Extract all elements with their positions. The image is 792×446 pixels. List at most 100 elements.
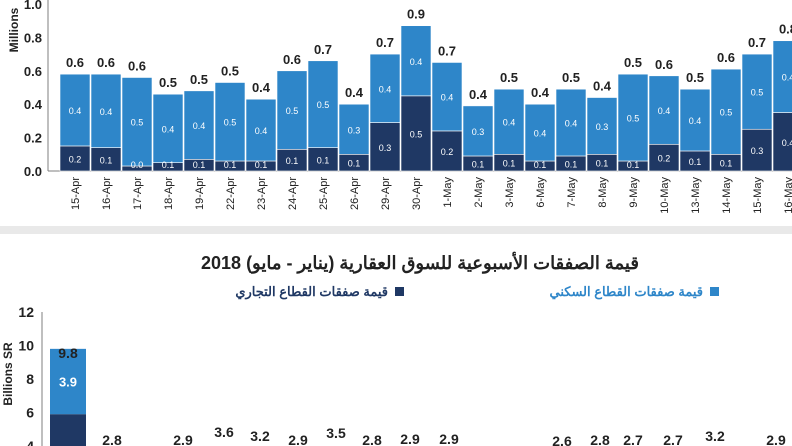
total-value-label: 0.6 [717, 50, 735, 65]
total-value-label: 2.8 [362, 432, 382, 446]
y-tick-label: 1.0 [24, 0, 42, 12]
residential-value-label: 0.5 [627, 114, 640, 124]
y-tick-label: 0.2 [24, 131, 42, 146]
x-tick-label: 24-Apr [287, 177, 299, 210]
x-tick-label: 30-Apr [411, 177, 423, 210]
x-tick-label: 19-Apr [194, 177, 206, 210]
total-value-label: 3.2 [250, 428, 270, 444]
bar-residential [307, 60, 339, 148]
total-value-label: 2.9 [173, 432, 193, 446]
residential-value-label: 0.4 [565, 119, 578, 129]
residential-value-label: 3.9 [59, 375, 77, 390]
x-tick-label: 14-May [721, 177, 733, 214]
x-tick-label: 16-May [783, 177, 792, 214]
x-tick-label: 1-May [442, 177, 454, 208]
total-value-label: 0.7 [748, 35, 766, 50]
commercial-value-label: 0.2 [69, 154, 82, 164]
commercial-value-label: 0.1 [286, 156, 299, 166]
total-value-label: 0.5 [159, 75, 177, 90]
total-value-label: 0.6 [655, 57, 673, 72]
bar-residential [121, 77, 153, 167]
residential-value-label: 0.4 [689, 116, 702, 126]
residential-value-label: 0.4 [410, 57, 423, 67]
y-tick-label: 4 [26, 438, 34, 446]
x-tick-label: 8-May [597, 177, 609, 208]
legend-swatch-commercial [395, 287, 404, 296]
bar-residential [59, 73, 91, 147]
total-value-label: 0.5 [624, 55, 642, 70]
y-tick-label: 0.0 [24, 164, 42, 179]
bar-residential [50, 348, 86, 415]
residential-value-label: 0.4 [100, 107, 113, 117]
commercial-value-label: 0.3 [379, 143, 392, 153]
commercial-value-label: 0.5 [410, 129, 423, 139]
total-value-label: 0.6 [97, 55, 115, 70]
x-tick-label: 3-May [504, 177, 516, 208]
legend-label-commercial: قيمة صفقات القطاع التجاري [235, 284, 388, 300]
residential-value-label: 0.5 [317, 100, 330, 110]
y-axis-title: Billions SR [1, 342, 15, 406]
residential-value-label: 0.4 [534, 129, 547, 139]
legend-swatch-residential [710, 287, 719, 296]
commercial-value-label: 0.1 [596, 159, 609, 169]
x-tick-label: 7-May [566, 177, 578, 208]
bar-residential [462, 105, 494, 157]
total-value-label: 2.8 [102, 432, 122, 446]
commercial-value-label: 0.3 [751, 146, 764, 156]
bar-residential [152, 93, 184, 163]
bar-residential [431, 62, 463, 132]
x-tick-label: 25-Apr [318, 177, 330, 210]
residential-value-label: 0.4 [782, 73, 792, 83]
total-value-label: 0.7 [376, 35, 394, 50]
total-value-label: 0.6 [66, 55, 84, 70]
total-value-label: 0.5 [562, 70, 580, 85]
bar-residential [90, 73, 122, 148]
commercial-value-label: 0.1 [162, 160, 175, 170]
bar-residential [369, 53, 401, 123]
x-tick-label: 17-Apr [132, 177, 144, 210]
total-value-label: 0.4 [531, 85, 550, 100]
y-tick-label: 0.8 [24, 30, 42, 45]
chart-title: قيمة الصفقات الأسبوعية للسوق العقارية (ي… [201, 251, 639, 274]
bar-commercial [431, 130, 463, 172]
bar-commercial [400, 95, 432, 172]
section-divider [0, 226, 792, 234]
total-value-label: 0.6 [128, 58, 146, 73]
commercial-value-label: 0.4 [782, 138, 792, 148]
x-tick-label: 16-Apr [101, 177, 113, 210]
bar-residential [741, 53, 773, 130]
residential-value-label: 0.5 [751, 88, 764, 98]
total-value-label: 3.6 [214, 424, 234, 440]
bar-residential [617, 73, 649, 162]
residential-value-label: 0.3 [348, 125, 361, 135]
total-value-label: 0.4 [593, 79, 612, 94]
commercial-value-label: 0.1 [224, 160, 237, 170]
x-tick-label: 15-Apr [70, 177, 82, 210]
residential-value-label: 0.4 [658, 106, 671, 116]
residential-value-label: 0.4 [255, 126, 268, 136]
total-value-label: 0.4 [345, 85, 364, 100]
total-value-label: 0.5 [221, 63, 239, 78]
x-tick-label: 22-Apr [225, 177, 237, 210]
x-tick-label: 2-May [473, 177, 485, 208]
bar-residential [214, 82, 246, 162]
total-value-label: 0.7 [438, 43, 456, 58]
commercial-value-label: 0.1 [565, 159, 578, 169]
commercial-value-label: 0.1 [689, 157, 702, 167]
bar-residential [338, 103, 370, 155]
bar-residential [679, 88, 711, 152]
bar-commercial [369, 122, 401, 172]
total-value-label: 3.2 [705, 428, 725, 444]
total-value-label: 0.7 [314, 42, 332, 57]
commercial-value-label: 0.1 [317, 155, 330, 165]
bar-residential [276, 70, 308, 150]
total-value-label: 0.5 [500, 70, 518, 85]
commercial-value-label: 0.2 [658, 154, 671, 164]
x-tick-label: 9-May [628, 177, 640, 208]
residential-value-label: 0.4 [503, 118, 516, 128]
residential-value-label: 0.4 [162, 124, 175, 134]
x-tick-label: 23-Apr [256, 177, 268, 210]
x-tick-label: 10-May [659, 177, 671, 214]
